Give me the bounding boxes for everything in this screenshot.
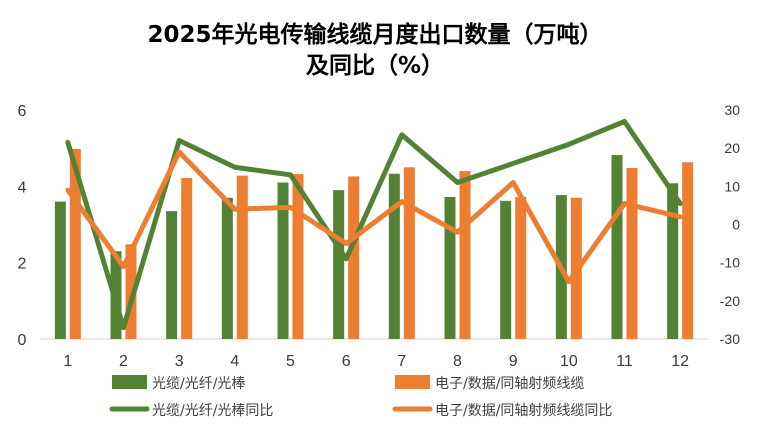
- bar-electronic: [125, 244, 137, 339]
- right-tick-label: 10: [724, 178, 740, 194]
- x-tick-label: 7: [397, 353, 406, 370]
- bar-optical: [333, 190, 345, 339]
- x-tick-label: 9: [509, 353, 518, 370]
- legend-swatch: [112, 375, 147, 389]
- x-tick-label: 1: [63, 353, 72, 370]
- chart-title: 2025年光电传输线缆月度出口数量（万吨）: [147, 21, 602, 48]
- bar-electronic: [292, 174, 304, 339]
- legend-item: 电子/数据/同轴射频线缆同比: [392, 403, 612, 419]
- legend-item: 电子/数据/同轴射频线缆: [395, 375, 584, 392]
- bar-electronic: [348, 176, 360, 339]
- legend-label: 电子/数据/同轴射频线缆同比: [435, 403, 612, 419]
- legend-label: 光缆/光纤/光棒: [152, 376, 245, 392]
- bars: [54, 148, 694, 339]
- bar-electronic: [515, 197, 527, 339]
- x-tick-label: 11: [616, 353, 633, 370]
- bar-optical: [221, 197, 233, 339]
- right-tick-label: -10: [720, 255, 740, 271]
- legend-label: 光缆/光纤/光棒同比: [152, 403, 273, 419]
- left-tick-label: 0: [18, 332, 27, 349]
- legend-item: 光缆/光纤/光棒: [112, 375, 245, 392]
- bar-electronic: [403, 167, 415, 339]
- x-axis: 1 2 3 4 5 6 7 8 9 10 11 12: [63, 353, 689, 370]
- bar-optical: [388, 173, 400, 339]
- right-tick-label: 20: [724, 140, 740, 156]
- right-tick-label: -30: [720, 331, 740, 347]
- legend-swatch: [395, 375, 430, 389]
- legend-item: 光缆/光纤/光棒同比: [109, 403, 273, 419]
- x-tick-label: 10: [560, 353, 578, 370]
- bar-electronic: [236, 175, 248, 339]
- left-tick-label: 6: [18, 103, 27, 120]
- legend-label: 电子/数据/同轴射频线缆: [435, 376, 584, 392]
- x-tick-label: 5: [286, 353, 295, 370]
- right-tick-label: 30: [724, 102, 740, 118]
- line-electronic-yoy: [65, 149, 683, 285]
- bar-optical: [166, 211, 178, 339]
- bar-electronic: [626, 168, 638, 339]
- x-tick-label: 2: [119, 353, 128, 370]
- bar-optical: [611, 155, 623, 339]
- bar-optical: [500, 200, 512, 339]
- left-tick-label: 4: [18, 179, 27, 196]
- chart-subtitle: 及同比（%）: [306, 52, 444, 79]
- bar-optical: [54, 201, 66, 339]
- bar-optical: [277, 182, 289, 339]
- x-tick-label: 8: [453, 353, 462, 370]
- bar-electronic: [69, 148, 81, 339]
- bar-optical: [667, 183, 679, 339]
- x-tick-label: 3: [175, 353, 184, 370]
- bar-electronic: [181, 177, 193, 339]
- right-tick-label: 0: [732, 217, 740, 233]
- bar-electronic: [682, 162, 694, 339]
- x-tick-label: 6: [342, 353, 351, 370]
- left-tick-label: 2: [18, 256, 27, 273]
- right-axis: -30 -20 -10 0 10 20 30: [720, 102, 740, 347]
- bar-electronic: [459, 171, 471, 339]
- bar-optical: [444, 197, 456, 339]
- right-tick-label: -20: [720, 293, 740, 309]
- lines: [65, 118, 683, 331]
- x-tick-label: 12: [671, 353, 689, 370]
- left-axis: 0 2 4 6: [18, 103, 27, 349]
- x-tick-label: 4: [230, 353, 239, 370]
